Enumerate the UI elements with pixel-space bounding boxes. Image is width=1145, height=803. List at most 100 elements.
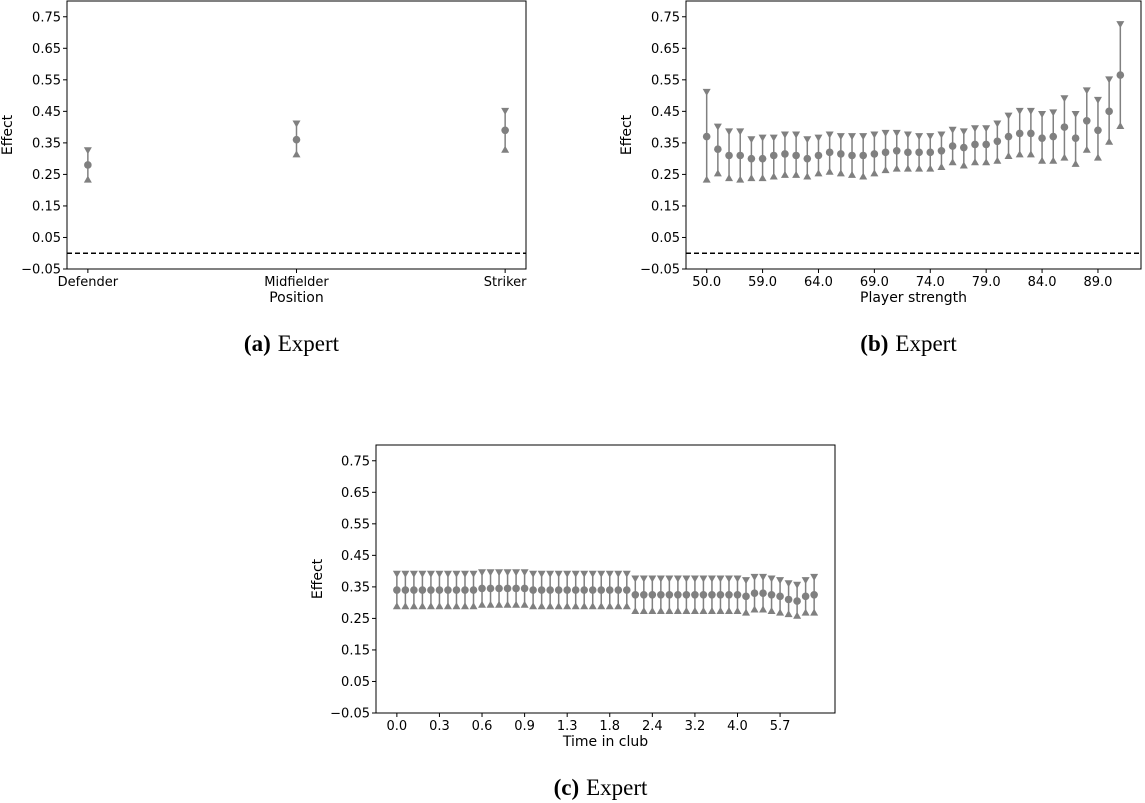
x-tick-label: 0.9 bbox=[514, 719, 535, 734]
lower-cap bbox=[401, 602, 410, 610]
upper-cap bbox=[1093, 96, 1102, 104]
point bbox=[725, 590, 733, 599]
lower-cap bbox=[848, 170, 857, 178]
y-tick-label: 0.45 bbox=[651, 105, 680, 120]
point bbox=[758, 154, 767, 163]
lower-cap bbox=[702, 175, 711, 183]
upper-cap bbox=[982, 125, 991, 133]
upper-cap bbox=[520, 569, 529, 577]
point bbox=[736, 151, 745, 160]
lower-cap bbox=[554, 602, 563, 610]
lower-cap bbox=[1082, 145, 1091, 153]
upper-cap bbox=[859, 133, 868, 141]
point bbox=[435, 586, 444, 594]
lower-cap bbox=[631, 607, 640, 615]
x-tick-label: 1.8 bbox=[599, 719, 620, 734]
lower-cap bbox=[767, 607, 776, 615]
lower-cap bbox=[656, 607, 665, 615]
point bbox=[503, 584, 512, 593]
y-tick-label: 0.05 bbox=[651, 231, 680, 246]
lower-cap bbox=[810, 608, 819, 616]
lower-cap bbox=[959, 161, 968, 169]
lower-cap bbox=[716, 607, 725, 615]
x-tick-label: 1.3 bbox=[557, 719, 578, 734]
point bbox=[84, 161, 92, 169]
x-tick-label: 50.0 bbox=[692, 275, 721, 290]
x-tick-label: 59.0 bbox=[748, 275, 777, 290]
lower-cap bbox=[639, 607, 648, 615]
y-tick-label: 0.75 bbox=[341, 454, 370, 469]
point bbox=[640, 590, 648, 599]
y-tick-label: 0.25 bbox=[32, 168, 61, 183]
upper-cap bbox=[435, 570, 444, 578]
lower-cap bbox=[825, 167, 834, 175]
upper-cap bbox=[699, 575, 708, 583]
point bbox=[691, 590, 699, 599]
lower-cap bbox=[926, 164, 935, 172]
point bbox=[702, 132, 711, 141]
x-tick-label: 2.4 bbox=[642, 719, 663, 734]
lower-cap bbox=[1049, 156, 1058, 164]
upper-cap bbox=[814, 134, 823, 142]
point bbox=[1094, 126, 1102, 135]
plot-frame bbox=[375, 444, 836, 714]
x-tick-label: 0.3 bbox=[429, 719, 450, 734]
y-axis-label: Effect bbox=[0, 114, 16, 155]
upper-cap bbox=[512, 569, 521, 577]
y-tick-label: 0.55 bbox=[32, 73, 61, 88]
upper-cap bbox=[926, 133, 935, 141]
point bbox=[747, 154, 756, 163]
point bbox=[554, 586, 563, 594]
lower-cap bbox=[486, 600, 495, 608]
upper-cap bbox=[537, 570, 546, 578]
point bbox=[631, 590, 640, 599]
upper-cap bbox=[486, 569, 495, 577]
upper-cap bbox=[392, 570, 401, 578]
upper-cap bbox=[742, 577, 751, 585]
lower-cap bbox=[495, 600, 504, 608]
x-tick-label: 5.7 bbox=[770, 719, 791, 734]
point bbox=[971, 140, 979, 149]
point bbox=[716, 590, 725, 599]
upper-cap bbox=[1049, 109, 1058, 117]
lower-cap bbox=[452, 602, 461, 610]
lower-cap bbox=[426, 602, 435, 610]
caption-label: (a) bbox=[244, 331, 271, 356]
point bbox=[1071, 134, 1080, 142]
lower-cap bbox=[870, 169, 879, 177]
lower-cap bbox=[742, 608, 751, 616]
lower-cap bbox=[392, 602, 401, 610]
upper-cap bbox=[614, 570, 623, 578]
point bbox=[810, 590, 818, 599]
point bbox=[904, 148, 912, 157]
upper-cap bbox=[501, 107, 510, 115]
y-tick-label: 0.75 bbox=[32, 10, 61, 25]
lower-cap bbox=[665, 607, 674, 615]
upper-cap bbox=[83, 147, 92, 155]
y-tick-label: 0.15 bbox=[32, 199, 61, 214]
point bbox=[1082, 117, 1091, 125]
lower-cap bbox=[614, 602, 623, 610]
upper-cap bbox=[639, 575, 648, 583]
y-tick-label: −0.05 bbox=[330, 707, 370, 722]
upper-cap bbox=[793, 581, 802, 589]
point bbox=[1027, 129, 1035, 138]
lower-cap bbox=[563, 602, 572, 610]
x-axis-label: Player strength bbox=[860, 290, 967, 306]
upper-cap bbox=[716, 575, 725, 583]
lower-cap bbox=[881, 166, 890, 174]
lower-cap bbox=[435, 602, 444, 610]
lower-cap bbox=[546, 602, 555, 610]
point bbox=[759, 589, 767, 597]
point bbox=[776, 592, 784, 601]
lower-cap bbox=[769, 172, 778, 180]
lower-cap bbox=[588, 602, 597, 610]
lower-cap bbox=[836, 169, 845, 177]
point bbox=[682, 590, 691, 599]
point bbox=[571, 586, 580, 594]
plot-frame bbox=[685, 0, 1142, 270]
point bbox=[292, 135, 301, 144]
upper-cap bbox=[848, 133, 857, 141]
lower-cap bbox=[1116, 122, 1125, 130]
upper-cap bbox=[959, 128, 968, 136]
